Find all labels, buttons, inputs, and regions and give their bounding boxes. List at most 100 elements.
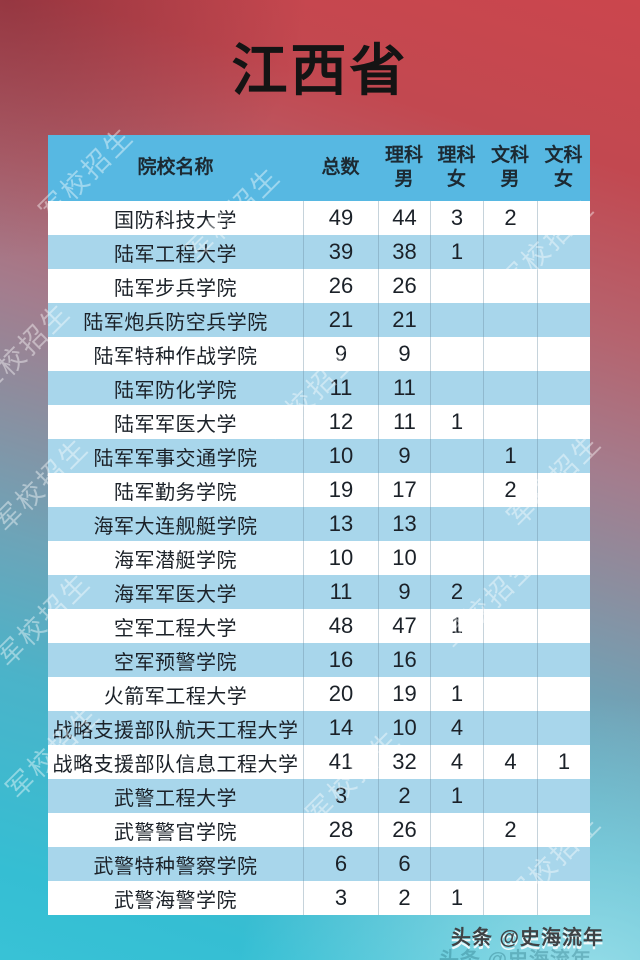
table-header: 院校名称 总数 理科男 理科女 文科男 文科女 — [48, 135, 590, 201]
table-row: 战略支援部队航天工程大学 14 10 4 — [48, 711, 590, 745]
school-name-cell: 海军大连舰艇学院 — [93, 515, 258, 538]
count-cell: 16 — [378, 643, 430, 677]
count-cell: 14 — [303, 711, 378, 745]
school-name-cell: 战略支援部队信息工程大学 — [52, 753, 299, 776]
table-body: 国防科技大学 49 44 3 2 陆军工程大学 39 38 1 陆军步兵学院 26 26 陆军炮兵防空兵… — [48, 201, 590, 915]
count-cell: 1 — [483, 439, 537, 473]
table-row: 海军潜艇学院 10 10 — [48, 541, 590, 575]
count-cell: 1 — [430, 779, 483, 813]
count-cell: 1 — [430, 881, 483, 915]
count-cell — [537, 643, 590, 677]
table-row: 陆军军医大学 12 11 1 — [48, 405, 590, 439]
count-cell — [483, 711, 537, 745]
count-cell: 11 — [303, 575, 378, 609]
table-row: 陆军步兵学院 26 26 — [48, 269, 590, 303]
table-row: 武警警官学院 28 26 2 — [48, 813, 590, 847]
count-cell — [483, 337, 537, 371]
table-row: 海军军医大学 11 9 2 — [48, 575, 590, 609]
page-title: 江西省 — [231, 39, 409, 102]
count-cell: 3 — [303, 881, 378, 915]
count-cell — [483, 643, 537, 677]
school-name-cell: 武警特种警察学院 — [93, 855, 258, 878]
school-name-cell: 陆军工程大学 — [114, 243, 237, 266]
count-cell — [483, 609, 537, 643]
count-cell: 26 — [378, 813, 430, 847]
count-cell: 47 — [378, 609, 430, 643]
table-row: 空军预警学院 16 16 — [48, 643, 590, 677]
count-cell: 10 — [303, 541, 378, 575]
count-cell: 1 — [537, 745, 590, 779]
school-name-cell: 武警警官学院 — [114, 821, 237, 844]
count-cell: 13 — [378, 507, 430, 541]
count-cell: 1 — [430, 235, 483, 269]
count-cell — [537, 439, 590, 473]
school-name-cell: 国防科技大学 — [114, 209, 237, 232]
count-cell — [430, 439, 483, 473]
count-cell: 1 — [430, 609, 483, 643]
table-row: 陆军炮兵防空兵学院 21 21 — [48, 303, 590, 337]
table-row: 战略支援部队信息工程大学 41 32 4 4 1 — [48, 745, 590, 779]
count-cell — [537, 541, 590, 575]
count-cell — [430, 643, 483, 677]
count-cell — [537, 473, 590, 507]
count-cell: 1 — [430, 677, 483, 711]
count-cell — [537, 405, 590, 439]
school-name-cell: 陆军防化学院 — [114, 379, 237, 402]
count-cell — [483, 847, 537, 881]
count-cell — [430, 813, 483, 847]
count-cell — [537, 371, 590, 405]
count-cell — [537, 677, 590, 711]
count-cell: 20 — [303, 677, 378, 711]
count-cell: 11 — [303, 371, 378, 405]
count-cell: 3 — [430, 201, 483, 235]
count-cell: 9 — [378, 337, 430, 371]
school-name-cell: 陆军步兵学院 — [114, 277, 237, 300]
count-cell: 11 — [378, 405, 430, 439]
count-cell: 9 — [378, 575, 430, 609]
count-cell — [537, 711, 590, 745]
count-cell: 28 — [303, 813, 378, 847]
count-cell: 2 — [430, 575, 483, 609]
count-cell — [430, 541, 483, 575]
count-cell: 6 — [303, 847, 378, 881]
count-cell: 21 — [303, 303, 378, 337]
table-row: 陆军防化学院 11 11 — [48, 371, 590, 405]
count-cell: 10 — [378, 711, 430, 745]
count-cell — [537, 337, 590, 371]
count-cell: 11 — [378, 371, 430, 405]
count-cell — [537, 507, 590, 541]
table-row: 火箭军工程大学 20 19 1 — [48, 677, 590, 711]
column-header-science-female: 理科女 — [437, 145, 476, 190]
count-cell — [483, 303, 537, 337]
count-cell — [483, 575, 537, 609]
table-row: 空军工程大学 48 47 1 — [48, 609, 590, 643]
count-cell: 2 — [483, 813, 537, 847]
table-row: 武警工程大学 3 2 1 — [48, 779, 590, 813]
school-name-cell: 海军潜艇学院 — [114, 549, 237, 572]
count-cell — [537, 847, 590, 881]
count-cell: 38 — [378, 235, 430, 269]
column-header-science-male: 理科男 — [384, 145, 423, 190]
table-row: 陆军特种作战学院 9 9 — [48, 337, 590, 371]
count-cell: 32 — [378, 745, 430, 779]
count-cell: 17 — [378, 473, 430, 507]
school-name-cell: 武警海警学院 — [114, 889, 237, 912]
count-cell — [537, 813, 590, 847]
count-cell: 3 — [303, 779, 378, 813]
count-cell: 49 — [303, 201, 378, 235]
school-name-cell: 陆军特种作战学院 — [93, 345, 258, 368]
count-cell — [430, 847, 483, 881]
column-header-total: 总数 — [321, 157, 360, 179]
table-row: 陆军工程大学 39 38 1 — [48, 235, 590, 269]
count-cell: 2 — [483, 201, 537, 235]
school-name-cell: 火箭军工程大学 — [103, 685, 248, 708]
count-cell — [430, 269, 483, 303]
school-name-cell: 空军工程大学 — [114, 617, 237, 640]
count-cell: 19 — [303, 473, 378, 507]
table-row: 陆军军事交通学院 10 9 1 — [48, 439, 590, 473]
count-cell: 10 — [378, 541, 430, 575]
count-cell — [483, 541, 537, 575]
count-cell: 9 — [378, 439, 430, 473]
count-cell: 12 — [303, 405, 378, 439]
